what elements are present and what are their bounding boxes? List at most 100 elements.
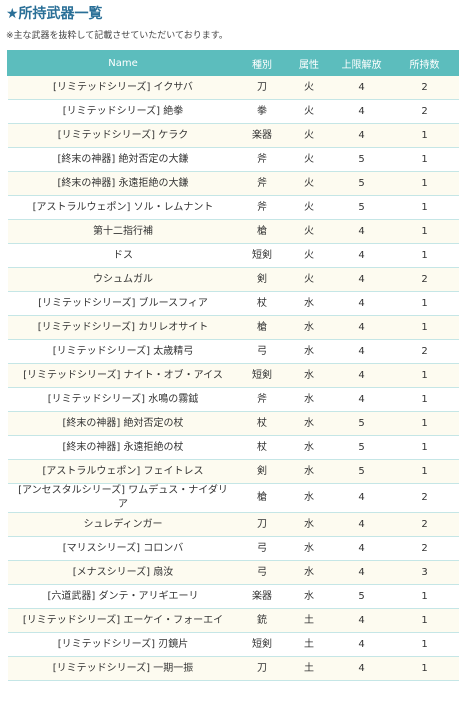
- cell: 5: [332, 435, 391, 460]
- cell: 1: [390, 387, 459, 412]
- cell: 4: [332, 315, 391, 340]
- cell: 水: [285, 291, 333, 316]
- table-row: [アストラルウェポン] ソル・レムナント斧火 5 1: [7, 195, 459, 220]
- cell: 1: [390, 435, 459, 460]
- cell: 銃: [238, 608, 286, 633]
- cell: 水: [285, 363, 333, 388]
- cell: 火: [285, 123, 333, 148]
- cell: 斧: [238, 195, 286, 220]
- cell: 5: [332, 195, 391, 220]
- cell: 4: [332, 536, 391, 561]
- cell: 剣: [238, 459, 286, 484]
- weapon-name: シュレディンガー: [7, 512, 239, 537]
- weapon-name: [アストラルウェポン] フェイトレス: [7, 459, 239, 484]
- cell: 4: [332, 483, 391, 513]
- cell: 火: [285, 171, 333, 196]
- column-header: 種別: [238, 50, 286, 76]
- table-body: [リミテッドシリーズ] イクサバ刀火 4 2 [リミテッドシリーズ] 絶拳拳火 4 2 [リ…: [7, 75, 459, 681]
- weapon-name: [終末の神器] 絶対否定の大鎌: [7, 147, 239, 172]
- cell: 斧: [238, 147, 286, 172]
- weapon-name: [リミテッドシリーズ] 水鳴の霧鉞: [7, 387, 239, 412]
- cell: 水: [285, 584, 333, 609]
- cell: 短剣: [238, 243, 286, 268]
- cell: 杖: [238, 435, 286, 460]
- cell: 弓: [238, 536, 286, 561]
- cell: 4: [332, 387, 391, 412]
- cell: 火: [285, 99, 333, 124]
- cell: 1: [390, 243, 459, 268]
- cell: 斧: [238, 171, 286, 196]
- weapon-name: 第十二指行補: [7, 219, 239, 244]
- cell: 4: [332, 219, 391, 244]
- cell: 1: [390, 315, 459, 340]
- cell: 1: [390, 656, 459, 681]
- cell: 火: [285, 219, 333, 244]
- cell: 2: [390, 512, 459, 537]
- table-row: [アンセスタルシリーズ] ワムデュス・ナイダリア槍水 4 2: [7, 483, 459, 513]
- cell: 5: [332, 147, 391, 172]
- weapon-name: [リミテッドシリーズ] 刃鏡片: [7, 632, 239, 657]
- cell: 水: [285, 435, 333, 460]
- table-row: ウシュムガル剣火 4 2: [7, 267, 459, 292]
- table-row: [リミテッドシリーズ] イクサバ刀火 4 2: [7, 75, 459, 100]
- weapon-name: [メナスシリーズ] 扇汝: [7, 560, 239, 585]
- cell: 杖: [238, 411, 286, 436]
- table-row: [リミテッドシリーズ] 刃鏡片 短剣土 4 1: [7, 632, 459, 657]
- cell: 4: [332, 512, 391, 537]
- table-row: 第十二指行補槍火 4 1: [7, 219, 459, 244]
- weapon-name: [マリスシリーズ] コロンバ: [7, 536, 239, 561]
- table-row: [終末の神器] 永遠拒絶の大鎌斧火 5 1: [7, 171, 459, 196]
- column-header: Name: [7, 50, 239, 76]
- cell: 5: [332, 171, 391, 196]
- cell: 2: [390, 339, 459, 364]
- cell: 刀: [238, 512, 286, 537]
- weapon-name: [リミテッドシリーズ] 太歳精弓: [7, 339, 239, 364]
- cell: 1: [390, 195, 459, 220]
- cell: 楽器: [238, 584, 286, 609]
- cell: 1: [390, 632, 459, 657]
- cell: 短剣: [238, 363, 286, 388]
- cell: 杖: [238, 291, 286, 316]
- table-row: [終末の神器] 絶対否定の大鎌斧火 5 1: [7, 147, 459, 172]
- table-row: ドス 短剣火 4 1: [7, 243, 459, 268]
- weapon-name: [終末の神器] 永遠拒絶の大鎌: [7, 171, 239, 196]
- cell: 水: [285, 512, 333, 537]
- cell: 4: [332, 339, 391, 364]
- cell: 土: [285, 608, 333, 633]
- cell: 刀: [238, 656, 286, 681]
- weapon-name: [終末の神器] 永遠拒絶の杖: [7, 435, 239, 460]
- cell: 火: [285, 267, 333, 292]
- cell: 4: [332, 99, 391, 124]
- weapon-name: [リミテッドシリーズ] 一期一振: [7, 656, 239, 681]
- cell: 水: [285, 411, 333, 436]
- weapon-name: [アストラルウェポン] ソル・レムナント: [7, 195, 239, 220]
- weapon-name: ドス: [7, 243, 239, 268]
- table-row: [六道武器] ダンテ・アリギエーリ 楽器水 5 1: [7, 584, 459, 609]
- table-row: シュレディンガー刀水 4 2: [7, 512, 459, 537]
- cell: 土: [285, 656, 333, 681]
- cell: 水: [285, 315, 333, 340]
- cell: 4: [332, 608, 391, 633]
- cell: 1: [390, 459, 459, 484]
- table-row: [リミテッドシリーズ] 一期一振刀土 4 1: [7, 656, 459, 681]
- weapon-name: [終末の神器] 絶対否定の杖: [7, 411, 239, 436]
- page-title: ★所持武器一覧: [6, 6, 103, 22]
- weapon-name: ウシュムガル: [7, 267, 239, 292]
- cell: 1: [390, 219, 459, 244]
- weapon-name: [リミテッドシリーズ] カリレオサイト: [7, 315, 239, 340]
- table-row: [リミテッドシリーズ] ブルースフィア杖水 4 1: [7, 291, 459, 316]
- table-row: [リミテッドシリーズ] エーケイ・フォーエイ銃土 4 1: [7, 608, 459, 633]
- weapon-name: [六道武器] ダンテ・アリギエーリ: [7, 584, 239, 609]
- cell: 火: [285, 243, 333, 268]
- cell: 斧: [238, 387, 286, 412]
- weapon-name: [リミテッドシリーズ] イクサバ: [7, 75, 239, 100]
- cell: 槍: [238, 315, 286, 340]
- column-header: 上限解放: [332, 50, 391, 76]
- cell: 1: [390, 411, 459, 436]
- cell: 水: [285, 459, 333, 484]
- cell: 4: [332, 267, 391, 292]
- cell: 4: [332, 291, 391, 316]
- cell: 1: [390, 291, 459, 316]
- cell: 火: [285, 75, 333, 100]
